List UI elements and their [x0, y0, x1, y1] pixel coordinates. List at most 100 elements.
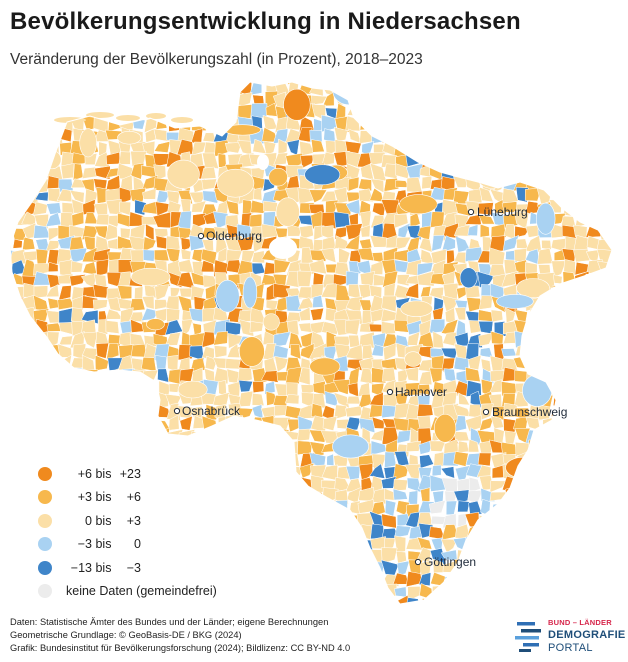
- municipality-cell: [395, 551, 407, 564]
- municipality-cell: [94, 382, 111, 395]
- municipality-cell: [394, 127, 408, 146]
- municipality-cell: [596, 392, 612, 409]
- municipality-cell: [359, 238, 373, 250]
- municipality-cell: [553, 320, 565, 337]
- municipality-cell: [10, 368, 27, 384]
- municipality-cell: [553, 477, 567, 493]
- municipality-cell: [216, 103, 229, 122]
- municipality-cell: [48, 379, 59, 397]
- municipality-cell: [453, 575, 472, 588]
- municipality-cell: [22, 236, 36, 251]
- municipality-cell: [442, 105, 457, 117]
- legend-from: −3: [77, 537, 92, 552]
- municipality-cell: [213, 331, 228, 346]
- municipality-cell: [370, 92, 386, 109]
- municipality-cell: [286, 451, 300, 467]
- municipality-cell: [370, 429, 385, 442]
- municipality-cell: [203, 439, 218, 455]
- municipality-cell: [598, 223, 612, 242]
- municipality-cell: [381, 358, 398, 371]
- municipality-cell: [248, 561, 267, 574]
- municipality-cell: [45, 356, 61, 374]
- municipality-cell: [478, 331, 495, 347]
- municipality-cell: [121, 82, 135, 83]
- municipality-cell: [577, 368, 590, 383]
- municipality-cell: [45, 371, 63, 385]
- municipality-cell: [80, 82, 98, 85]
- municipality-cell: [23, 538, 40, 549]
- municipality-cell: [383, 107, 400, 122]
- municipality-cell: [94, 165, 111, 180]
- municipality-cell: [10, 394, 23, 409]
- municipality-cell: [48, 414, 63, 433]
- municipality-cell: [432, 330, 444, 349]
- municipality-cell: [560, 488, 578, 502]
- municipality-cell: [225, 200, 239, 215]
- municipality-cell: [598, 344, 611, 359]
- municipality-cell: [537, 93, 576, 122]
- municipality-cell: [10, 355, 13, 371]
- municipality-cell: [479, 96, 496, 109]
- municipality-cell: [477, 547, 493, 564]
- municipality-cell: [406, 225, 422, 241]
- municipality-cell: [347, 536, 361, 552]
- municipality-cell: [252, 465, 264, 482]
- municipality-cell: [311, 139, 325, 153]
- municipality-cell: [69, 82, 85, 98]
- municipality-cell: [576, 466, 591, 481]
- municipality-cell: [561, 571, 579, 590]
- municipality-cell: [586, 189, 604, 204]
- municipality-cell: [537, 547, 556, 564]
- municipality-cell: [575, 115, 590, 133]
- municipality-cell: [453, 131, 469, 146]
- municipality-cell: [47, 128, 64, 145]
- municipality-cell: [229, 477, 239, 494]
- municipality-cell: [468, 91, 481, 110]
- municipality-cell: [21, 574, 38, 586]
- municipality-cell: [345, 416, 362, 432]
- municipality-cell: [117, 131, 142, 145]
- municipality-cell: [141, 431, 157, 444]
- municipality-cell: [323, 70, 336, 81]
- municipality-cell: [266, 549, 278, 564]
- municipality-cell: [477, 166, 491, 181]
- municipality-cell: [527, 138, 542, 156]
- municipality-cell: [332, 379, 351, 395]
- municipality-cell: [477, 524, 494, 539]
- municipality-cell: [83, 392, 98, 410]
- municipality-cell: [345, 571, 360, 589]
- municipality-cell: [513, 596, 530, 604]
- municipality-cell: [213, 345, 228, 358]
- municipality-cell: [154, 299, 169, 310]
- municipality-cell: [276, 70, 290, 81]
- municipality-cell: [49, 403, 61, 420]
- municipality-cell: [23, 359, 37, 371]
- municipality-cell: [298, 597, 312, 604]
- municipality-cell: [515, 141, 531, 156]
- municipality-cell: [500, 152, 519, 170]
- municipality-cell: [12, 308, 24, 325]
- municipality-cell: [275, 197, 300, 227]
- municipality-cell: [609, 335, 612, 348]
- legend-item: +6 bis +23: [38, 462, 217, 486]
- municipality-cell: [392, 488, 408, 501]
- municipality-cell: [529, 167, 542, 180]
- municipality-cell: [621, 287, 628, 299]
- municipality-cell: [191, 141, 207, 156]
- municipality-cell: [537, 526, 555, 540]
- municipality-cell: [573, 248, 591, 263]
- municipality-cell: [538, 573, 555, 589]
- municipality-cell: [392, 572, 409, 585]
- municipality-cell: [21, 487, 35, 503]
- municipality-cell: [586, 287, 603, 302]
- municipality-cell: [585, 90, 599, 105]
- municipality-cell: [214, 438, 232, 453]
- city-label-braunschweig: Braunschweig: [492, 405, 567, 419]
- municipality-cell: [141, 415, 158, 430]
- municipality-cell: [540, 82, 554, 97]
- municipality-cell: [459, 267, 478, 289]
- municipality-cell: [263, 140, 277, 156]
- municipality-cell: [204, 105, 218, 122]
- municipality-cell: [419, 454, 434, 469]
- municipality-cell: [502, 143, 519, 158]
